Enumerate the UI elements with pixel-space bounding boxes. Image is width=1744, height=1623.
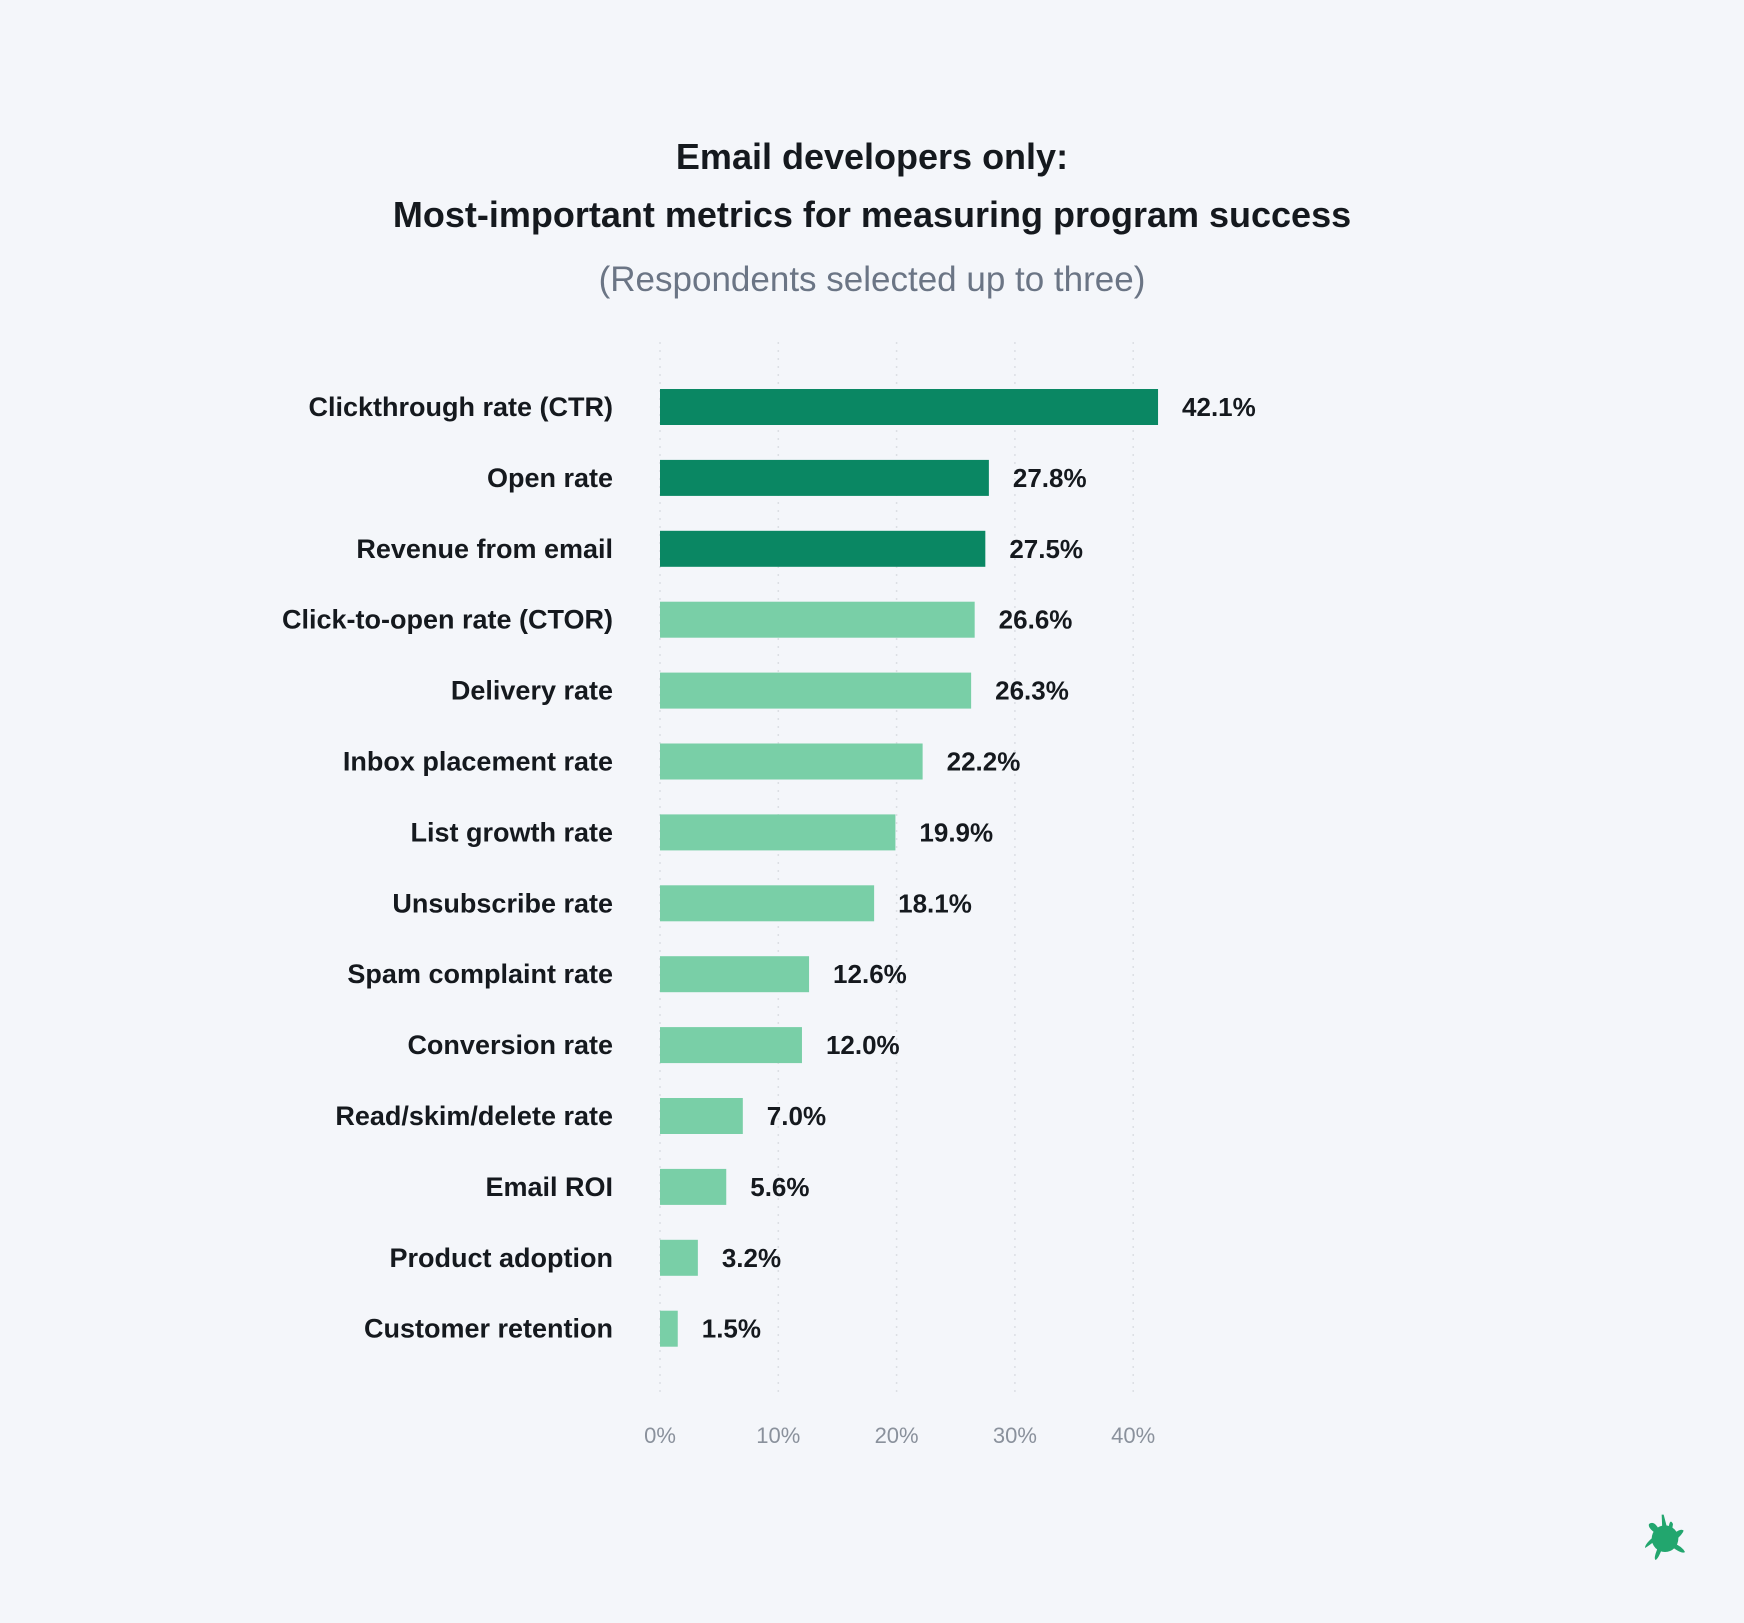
chart-subtitle: (Respondents selected up to three) xyxy=(598,260,1146,299)
category-label: Product adoption xyxy=(390,1243,613,1273)
data-label: 12.0% xyxy=(826,1030,900,1060)
category-label: Email ROI xyxy=(485,1172,613,1202)
data-label: 3.2% xyxy=(722,1243,781,1273)
chart-title-line-2: Most-important metrics for measuring pro… xyxy=(392,194,1352,235)
category-label: Open rate xyxy=(487,463,613,493)
category-label: Conversion rate xyxy=(407,1030,613,1060)
category-label: Inbox placement rate xyxy=(343,747,613,777)
data-label: 26.6% xyxy=(999,605,1073,635)
data-label: 26.3% xyxy=(995,676,1069,706)
bar xyxy=(660,956,810,993)
x-tick-label: 40% xyxy=(1111,1423,1155,1448)
chart-title-line-1: Email developers only: xyxy=(675,136,1069,177)
bar xyxy=(660,1027,802,1064)
bar xyxy=(660,885,875,922)
x-tick-label: 30% xyxy=(993,1423,1037,1448)
data-label: 42.1% xyxy=(1182,392,1256,422)
green-splat-icon xyxy=(1645,1514,1685,1560)
data-label: 27.8% xyxy=(1013,463,1087,493)
bar xyxy=(660,601,975,638)
category-label: Click-to-open rate (CTOR) xyxy=(282,605,613,635)
data-label: 19.9% xyxy=(919,817,993,847)
bar xyxy=(660,814,896,851)
bar xyxy=(660,1239,698,1276)
data-label: 5.6% xyxy=(750,1172,809,1202)
bar xyxy=(660,389,1159,425)
bar xyxy=(660,743,923,780)
data-label: 12.6% xyxy=(833,959,907,989)
x-tick-label: 10% xyxy=(756,1423,800,1448)
category-label: Unsubscribe rate xyxy=(392,888,613,918)
category-label: Clickthrough rate (CTR) xyxy=(308,392,613,422)
category-label: Customer retention xyxy=(364,1314,613,1344)
data-label: 7.0% xyxy=(767,1101,826,1131)
category-label: Revenue from email xyxy=(356,534,613,564)
bar xyxy=(660,530,986,567)
category-label: Delivery rate xyxy=(451,676,613,706)
data-label: 22.2% xyxy=(947,747,1021,777)
bar xyxy=(660,672,972,709)
bar xyxy=(660,1098,743,1134)
x-tick-label: 20% xyxy=(875,1423,919,1448)
bar xyxy=(660,459,989,496)
bar xyxy=(660,1168,727,1205)
data-label: 1.5% xyxy=(702,1314,761,1344)
category-label: Read/skim/delete rate xyxy=(335,1101,613,1131)
category-label: Spam complaint rate xyxy=(347,959,613,989)
x-tick-label: 0% xyxy=(644,1423,676,1448)
category-label: List growth rate xyxy=(410,817,613,847)
bar xyxy=(660,1310,678,1347)
data-label: 18.1% xyxy=(898,888,972,918)
data-label: 27.5% xyxy=(1009,534,1083,564)
